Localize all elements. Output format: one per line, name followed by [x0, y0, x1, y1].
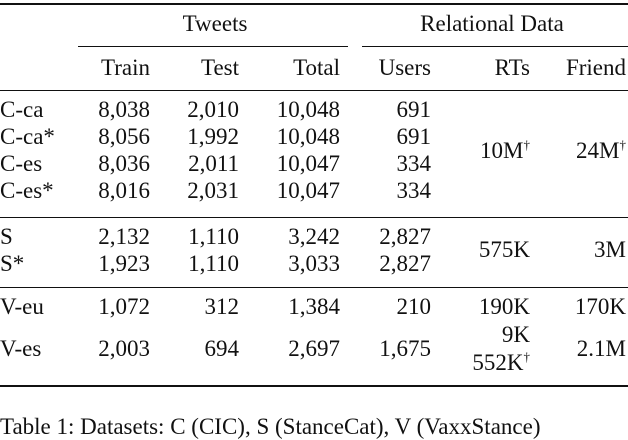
cell-friend-c-group: 24M†	[576, 137, 626, 163]
cell-rts-line-1: 9K	[501, 322, 530, 347]
cell-users: 334	[396, 178, 432, 203]
cell-rts-s-group: 575K	[478, 237, 530, 262]
header-rule	[0, 90, 628, 91]
header-group-relational: Relational Data	[420, 11, 564, 36]
row-name: C-es*	[0, 178, 54, 203]
cell-users: 210	[396, 294, 432, 319]
cell-train: 1,923	[98, 251, 150, 276]
col-header-total: Total	[293, 55, 340, 80]
cell-total: 10,047	[276, 178, 340, 203]
relational-group-rule	[362, 46, 628, 47]
table-caption-partial: Table 1: Datasets: C (CIC), S (StanceCat…	[0, 414, 541, 439]
cell-total: 10,047	[276, 151, 340, 176]
cell-total: 3,242	[288, 224, 340, 249]
cell-train: 8,038	[98, 97, 150, 122]
row-name: V-es	[0, 336, 42, 361]
cell-users: 1,675	[379, 336, 431, 361]
cell-test: 2,011	[188, 151, 239, 176]
col-header-train: Train	[101, 55, 150, 80]
cell-total: 1,384	[288, 294, 340, 319]
group-rule	[0, 287, 628, 288]
cell-friend-s-group: 3M	[594, 237, 626, 262]
row-name: C-ca*	[0, 124, 55, 149]
row-name: S*	[0, 251, 25, 276]
row-name: C-es	[0, 151, 43, 176]
bottom-rule	[0, 385, 628, 387]
row-name: V-eu	[0, 294, 44, 319]
cell-test: 2,031	[187, 178, 239, 203]
header-group-tweets: Tweets	[182, 11, 248, 36]
cell-test: 312	[204, 294, 240, 319]
cell-train: 2,132	[98, 224, 150, 249]
cell-users: 2,827	[379, 224, 431, 249]
dataset-table: Tweets Relational Data Train Test Total …	[0, 3, 628, 439]
cell-test: 1,992	[187, 124, 239, 149]
col-header-users: Users	[378, 55, 431, 80]
cell-train: 8,036	[98, 151, 150, 176]
row-name: S	[0, 224, 13, 249]
cell-total: 10,048	[276, 124, 340, 149]
cell-rts-line-2: 552K†	[472, 349, 530, 375]
col-header-test: Test	[201, 55, 239, 80]
top-rule	[0, 3, 628, 5]
cell-test: 694	[204, 336, 240, 361]
tweets-group-rule	[78, 46, 348, 47]
cell-train: 8,016	[98, 178, 150, 203]
cell-total: 2,697	[288, 336, 340, 361]
col-header-friend: Friend	[565, 55, 626, 80]
cell-test: 1,110	[188, 224, 239, 249]
cell-total: 3,033	[288, 251, 340, 276]
cell-users: 2,827	[379, 251, 431, 276]
col-header-rts: RTs	[494, 55, 530, 80]
group-rule	[0, 217, 628, 218]
cell-test: 2,010	[187, 97, 239, 122]
cell-train: 2,003	[98, 336, 150, 361]
cell-train: 1,072	[98, 294, 150, 319]
cell-users: 691	[396, 97, 432, 122]
cell-friend: 2.1M	[576, 336, 626, 361]
row-name: C-ca	[0, 97, 44, 122]
cell-users: 334	[396, 151, 432, 176]
cell-train: 8,056	[98, 124, 150, 149]
cell-rts-c-group: 10M†	[480, 137, 530, 163]
cell-users: 691	[396, 124, 432, 149]
cell-total: 10,048	[276, 97, 340, 122]
cell-rts: 190K	[478, 294, 530, 319]
cell-friend: 170K	[574, 294, 626, 319]
cell-test: 1,110	[188, 251, 239, 276]
